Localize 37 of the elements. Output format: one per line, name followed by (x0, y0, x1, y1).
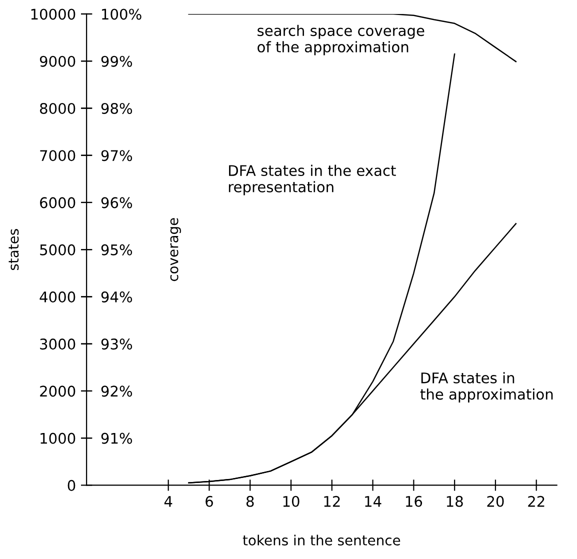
x-tick-label: 18 (446, 496, 463, 507)
y-tick-label: 3000 (40, 338, 76, 350)
y-tick-label: 9000 (40, 56, 76, 67)
y-tick-label: 2000 (40, 386, 76, 397)
y2-tick-label: 92% (101, 386, 132, 397)
x-tick-label: 12 (324, 496, 340, 507)
annotation: DFA states in the approximation (420, 372, 553, 403)
annotation: DFA states in the exact representation (228, 164, 396, 196)
y2-axis-title: coverage (170, 218, 181, 282)
y-tick-label: 1000 (40, 432, 76, 444)
y2-tick-label: 96% (101, 197, 132, 208)
y-tick-label: 8000 (40, 102, 76, 114)
y-tick-label: 0 (68, 480, 76, 491)
y-axis-title: states (8, 229, 19, 270)
y-tick-label: 10000 (31, 8, 76, 20)
x-axis-title: tokens in the sentence (242, 534, 400, 546)
x-tick-label: 6 (206, 496, 213, 507)
annotation: search space coverage of the approximation (258, 24, 424, 56)
y2-tick-label: 100% (102, 8, 142, 20)
y2-tick-label: 97% (101, 150, 132, 162)
y-tick-label: 4000 (40, 291, 76, 302)
y2-tick-label: 94% (101, 291, 132, 302)
y-tick-label: 6000 (40, 197, 76, 208)
y2-tick-label: 95% (101, 244, 132, 256)
x-tick-label: 14 (365, 496, 382, 507)
y2-tick-label: 91% (101, 432, 132, 444)
y2-tick-label: 99% (101, 56, 132, 67)
x-tick-label: 22 (528, 496, 544, 507)
x-tick-label: 10 (283, 496, 300, 507)
x-tick-label: 16 (406, 496, 422, 507)
y2-tick-label: 98% (101, 102, 132, 114)
x-tick-label: 4 (164, 496, 172, 507)
y2-tick-label: 93% (101, 338, 132, 350)
x-tick-label: 20 (487, 496, 504, 507)
y-tick-label: 7000 (40, 150, 76, 162)
y-tick-label: 5000 (40, 244, 76, 256)
x-tick-label: 8 (246, 496, 254, 507)
